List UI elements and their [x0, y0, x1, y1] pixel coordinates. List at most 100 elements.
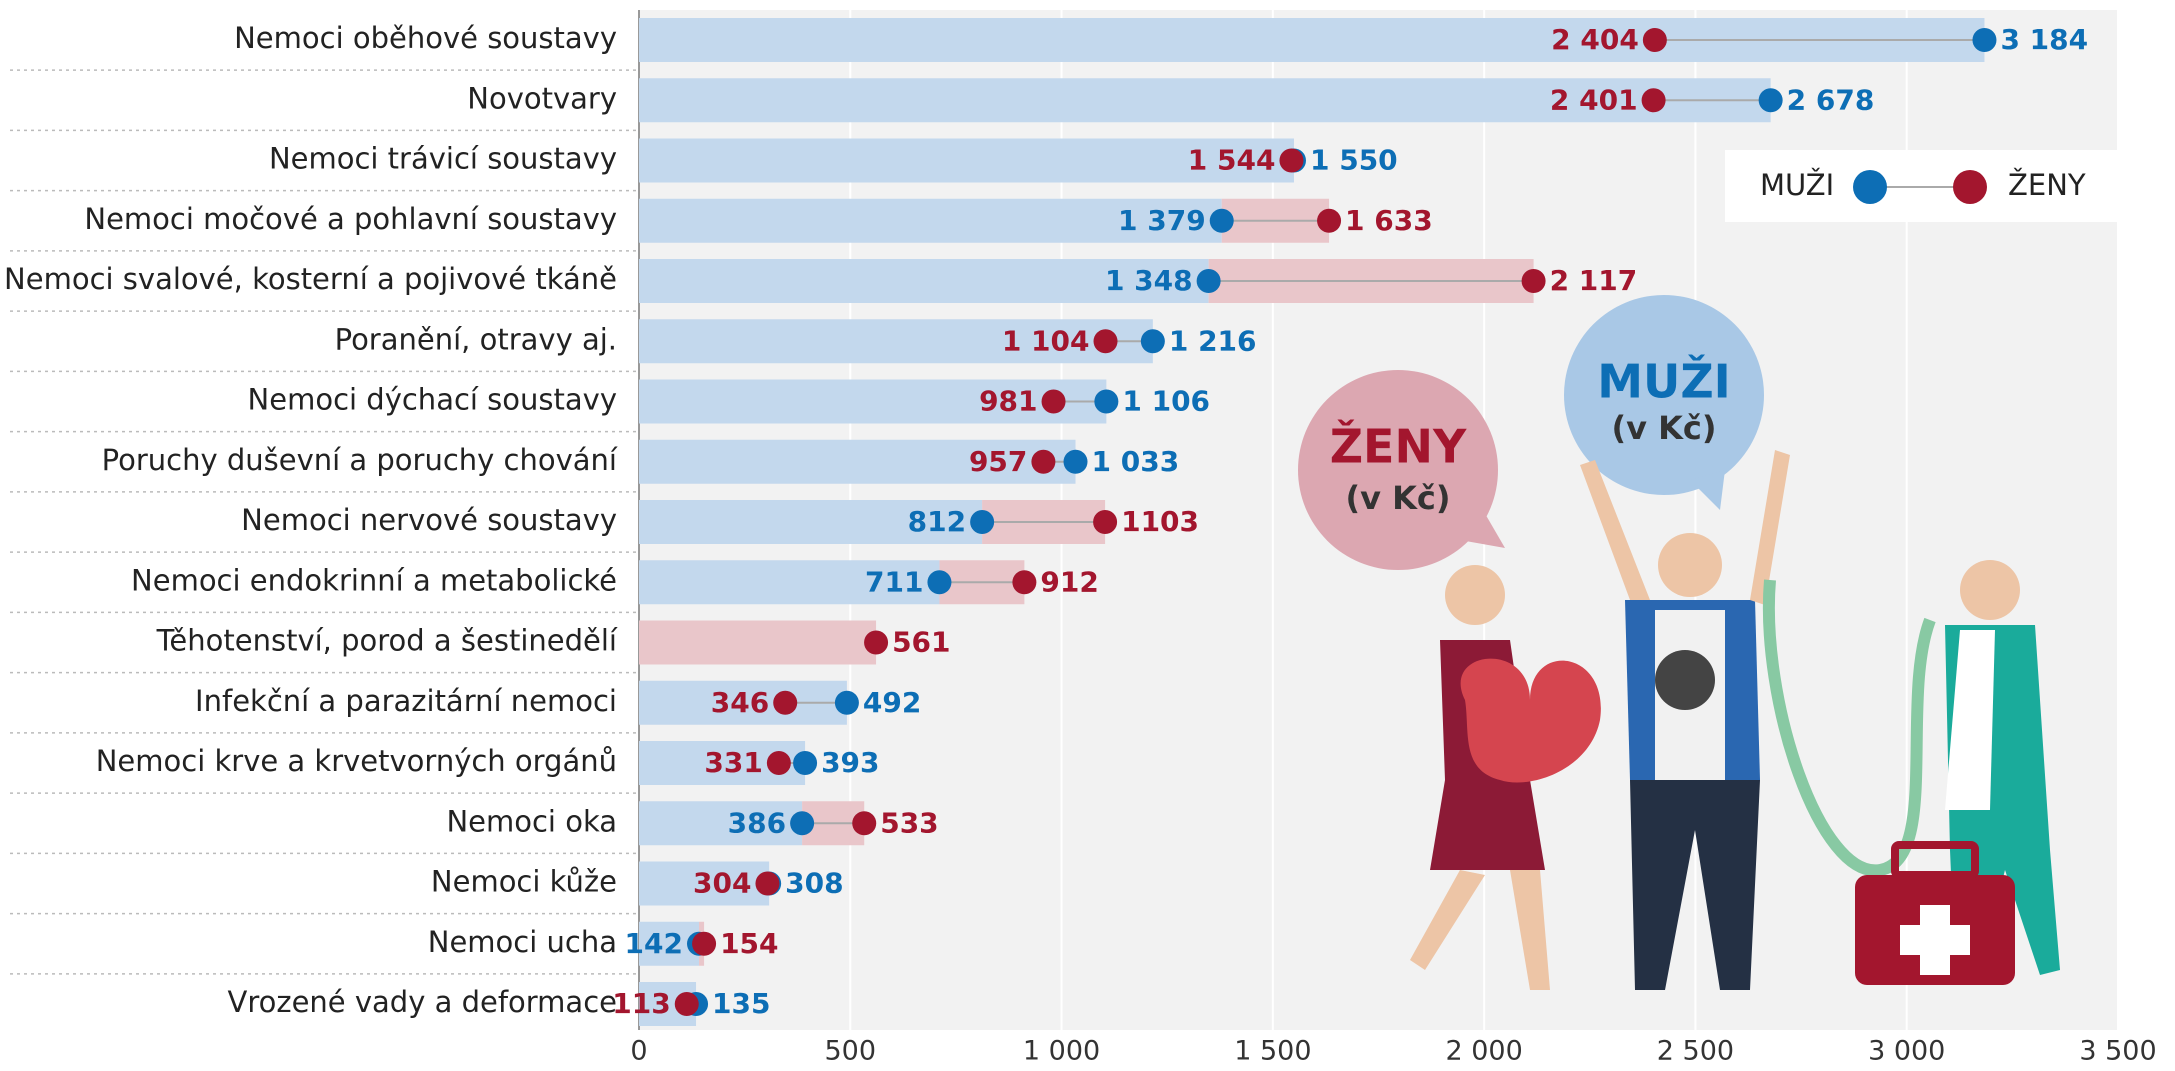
dot [1140, 329, 1165, 354]
bar [639, 620, 877, 665]
category-label: Nemoci dýchací soustavy [248, 383, 617, 417]
dot [1641, 88, 1666, 113]
x-tick-label: 1 000 [1023, 1036, 1100, 1067]
category-label: Nemoci svalové, kosterní a pojivové tkán… [4, 262, 617, 296]
category-label: Novotvary [467, 81, 617, 115]
category-label: Nemoci oka [446, 804, 617, 838]
value-label: 561 [892, 626, 950, 659]
value-label: 331 [704, 746, 762, 779]
legend-swatch [1953, 170, 1987, 204]
figure [1445, 565, 1505, 625]
value-label: 957 [969, 445, 1027, 478]
dot [1758, 88, 1783, 113]
bubble-tail [1690, 470, 1725, 510]
category-label: Nemoci oběhové soustavy [234, 21, 617, 55]
value-label: 1 544 [1188, 144, 1276, 177]
value-label: 2 404 [1551, 23, 1639, 56]
figure [1945, 630, 1995, 810]
first-aid-kit [1891, 841, 1979, 879]
men-bubble-unit: (v Kč) [1611, 409, 1716, 447]
category-label: Nemoci kůže [431, 865, 617, 899]
category-label: Nemoci močové a pohlavní soustavy [84, 202, 617, 236]
legend-label: ŽENY [2008, 168, 2086, 202]
bar [639, 500, 983, 544]
value-label: 304 [693, 867, 751, 900]
value-label: 3 184 [2000, 23, 2088, 56]
dot [970, 510, 995, 534]
value-label: 1 633 [1345, 204, 1433, 237]
dot [766, 751, 791, 775]
value-label: 2 401 [1550, 83, 1638, 116]
x-tick-label: 3 500 [2079, 1036, 2156, 1067]
dot [755, 871, 780, 896]
bar [639, 319, 1153, 364]
dot [790, 811, 815, 836]
women-bubble-title: ŽENY [1330, 420, 1467, 474]
category-label: Vrozené vady a deformace [227, 985, 617, 1019]
x-tick-label: 3 000 [1868, 1036, 1945, 1067]
bar [639, 801, 803, 846]
heart [1460, 658, 1601, 783]
value-label: 1 348 [1105, 264, 1193, 297]
dot [1041, 389, 1066, 414]
dot [1279, 148, 1304, 173]
dot [793, 751, 818, 775]
dot [927, 570, 952, 595]
x-tick-label: 2 500 [1657, 1036, 1734, 1067]
bar [639, 560, 940, 605]
dot [773, 690, 798, 715]
value-label: 1 033 [1092, 445, 1180, 478]
value-label: 711 [865, 565, 923, 598]
bar [639, 259, 1209, 303]
figure [1960, 560, 2020, 620]
category-label: Nemoci endokrinní a metabolické [131, 563, 617, 597]
value-label: 1 106 [1122, 385, 1210, 418]
value-label: 113 [612, 987, 670, 1020]
dot [1094, 389, 1119, 414]
women-bubble-unit: (v Kč) [1345, 479, 1450, 517]
x-tick-label: 0 [630, 1036, 647, 1067]
dot [1209, 208, 1234, 233]
figure [1655, 650, 1715, 710]
men-bubble-title: MUŽI [1597, 355, 1731, 409]
dot [1093, 329, 1118, 354]
value-label: 1103 [1121, 505, 1199, 538]
category-label: Těhotenství, porod a šestinedělí [156, 624, 618, 658]
dot [1521, 269, 1546, 293]
dot [1642, 28, 1667, 52]
value-label: 2 117 [1550, 264, 1638, 297]
stethoscope [1763, 579, 1936, 877]
figure [1580, 450, 1790, 605]
bar [639, 379, 1107, 424]
value-label: 386 [728, 806, 786, 839]
value-label: 308 [785, 867, 843, 900]
dot [1317, 208, 1342, 233]
value-label: 142 [625, 927, 683, 960]
men-bubble [1564, 295, 1764, 495]
value-label: 393 [821, 746, 879, 779]
value-label: 2 678 [1787, 83, 1875, 116]
legend: MUŽI ŽENY [1725, 150, 2119, 222]
category-label: Infekční a parazitární nemoci [195, 684, 617, 718]
value-label: 346 [711, 686, 769, 719]
bar [639, 861, 770, 906]
bar [639, 439, 1076, 484]
dot [1012, 570, 1037, 595]
legend-label: MUŽI [1760, 168, 1834, 202]
category-label: Poranění, otravy aj. [335, 322, 617, 356]
category-label: Nemoci krve a krvetvorných orgánů [96, 744, 617, 778]
value-label: 1 550 [1310, 144, 1398, 177]
dot [1972, 28, 1997, 52]
value-label: 533 [880, 806, 938, 839]
category-label: Poruchy duševní a poruchy chování [102, 443, 618, 477]
dot [852, 811, 877, 836]
bar [639, 138, 1294, 183]
value-label: 1 216 [1169, 324, 1257, 357]
value-label: 492 [863, 686, 921, 719]
category-label: Nemoci nervové soustavy [241, 503, 617, 537]
value-label: 981 [979, 385, 1037, 418]
figure [1630, 780, 1760, 990]
dot [864, 630, 889, 655]
